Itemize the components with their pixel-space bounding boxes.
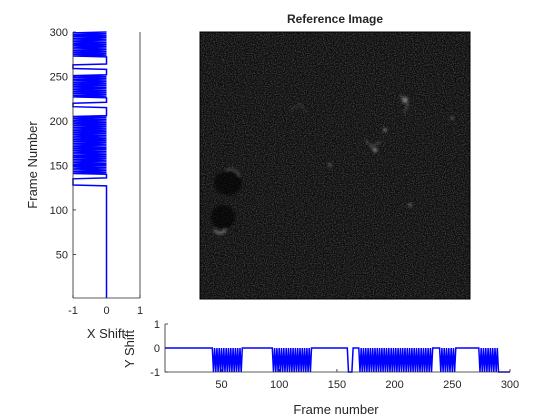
x-shift-tick-label: 1	[137, 305, 143, 317]
frame-tick-label: 150	[50, 160, 68, 172]
frame-number-x-axis-label: Frame number	[293, 402, 379, 417]
frame-tick-label: 300	[50, 27, 68, 39]
frame-tick-label: 100	[50, 205, 68, 217]
y-shift-tick-label: -1	[150, 367, 160, 379]
frame-number-tick-label: 250	[443, 379, 461, 391]
reference-image-title: Reference Image	[287, 12, 383, 26]
y-shift-axis-label: Y Shift	[122, 330, 137, 368]
x-shift-tick-label: 0	[103, 305, 109, 317]
frame-tick-label: 50	[56, 249, 68, 261]
x-shift-line	[72, 31, 108, 298]
y-shift-plot: 50 100 150 200 250 300 -1 0 1 Frame number Y Shi…	[122, 319, 519, 417]
reference-image	[200, 32, 470, 299]
x-shift-tick-label: -1	[68, 305, 78, 317]
frame-tick-label: 200	[50, 116, 68, 128]
frame-number-tick-label: 200	[385, 379, 403, 391]
frame-tick-label: 250	[50, 71, 68, 83]
frame-number-axis-label: Frame Number	[25, 121, 40, 209]
y-shift-tick-label: 0	[154, 343, 160, 355]
reference-image-panel: Reference Image	[199, 12, 471, 300]
frame-number-tick-label: 50	[215, 379, 227, 391]
x-shift-axis-label: X Shift	[87, 326, 126, 341]
frame-number-tick-label: 150	[328, 379, 346, 391]
y-shift-line	[165, 347, 510, 373]
frame-number-tick-label: 300	[501, 379, 519, 391]
frame-number-tick-label: 100	[270, 379, 288, 391]
y-shift-tick-label: 1	[154, 319, 160, 331]
